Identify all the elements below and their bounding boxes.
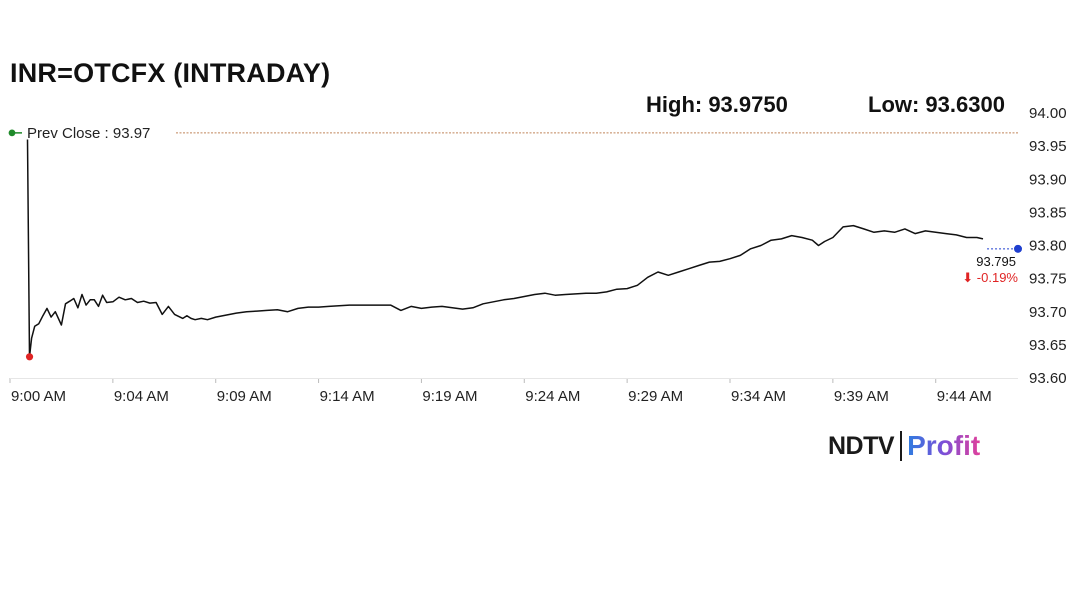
- y-tick-label: 93.80: [1029, 238, 1067, 255]
- logo-brand: NDTV: [828, 431, 895, 460]
- last-price-label: 93.795: [976, 254, 1016, 269]
- y-tick-label: 93.65: [1029, 337, 1067, 354]
- x-tick-label: 9:24 AM: [525, 388, 580, 405]
- y-tick-label: 93.85: [1029, 204, 1067, 221]
- chart-title: INR=OTCFX (INTRADAY): [10, 58, 331, 88]
- x-tick-label: 9:34 AM: [731, 388, 786, 405]
- y-axis: 94.00 93.95 93.90 93.85 93.80 93.75 93.70 93.65…: [1029, 105, 1067, 387]
- x-tick-label: 9:39 AM: [834, 388, 889, 405]
- y-tick-label: 93.70: [1029, 304, 1067, 321]
- price-line: [26, 139, 984, 358]
- y-tick-label: 93.90: [1029, 171, 1067, 188]
- x-tick-label: 9:29 AM: [628, 388, 683, 405]
- logo-product: Profit: [907, 430, 981, 461]
- last-price-marker: [1014, 244, 1022, 253]
- x-axis: 9:00 AM 9:04 AM 9:09 AM 9:14 AM 9:19 AM 9:24 …: [9, 378, 992, 405]
- x-tick-label: 9:14 AM: [320, 388, 375, 405]
- x-tick-label: 9:00 AM: [11, 388, 66, 405]
- y-tick-label: 93.60: [1029, 370, 1067, 387]
- y-tick-label: 93.95: [1029, 138, 1067, 155]
- ndtv-profit-logo: NDTV Profit: [828, 428, 980, 464]
- y-tick-label: 93.75: [1029, 271, 1067, 288]
- x-tick-label: 9:44 AM: [937, 388, 992, 405]
- prev-close-label: Prev Close : 93.97: [27, 125, 150, 142]
- price-change-label: ⬇ -0.19%: [962, 270, 1018, 285]
- x-tick-label: 9:04 AM: [114, 388, 169, 405]
- low-value: Low: 93.6300: [868, 92, 1005, 117]
- high-value: High: 93.9750: [646, 92, 788, 117]
- low-point-marker: [25, 353, 34, 361]
- x-tick-label: 9:09 AM: [217, 388, 272, 405]
- x-tick-label: 9:19 AM: [422, 388, 477, 405]
- y-tick-label: 94.00: [1029, 105, 1067, 122]
- logo-divider: [900, 431, 903, 461]
- prev-close-marker: [8, 129, 16, 137]
